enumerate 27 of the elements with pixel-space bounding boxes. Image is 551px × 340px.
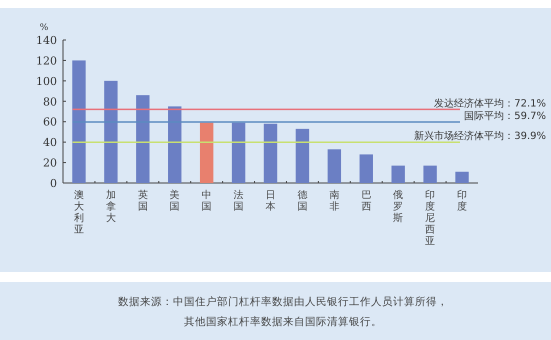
x-tick-label: 美国 (170, 189, 180, 212)
x-tick-label: 日本 (266, 190, 276, 212)
y-tick-label: 40 (43, 136, 57, 150)
x-tick-label: 加拿大 (106, 189, 116, 224)
x-tick-label: 俄罗斯 (393, 189, 404, 224)
y-tick-label: 140 (36, 34, 57, 47)
x-tick-label: 南非 (329, 189, 340, 212)
y-tick-label: 100 (36, 74, 57, 88)
x-tick-label: 印度 (457, 189, 468, 212)
y-tick-label: 60 (43, 116, 57, 129)
ref-line-label: 新兴市场经济体平均：39.9% (414, 130, 546, 142)
y-tick-label: 0 (50, 177, 57, 190)
y-axis-title: % (40, 23, 49, 33)
source-note: 数据来源：中国住户部门杠杆率数据由人民银行工作人员计算所得， (118, 295, 448, 308)
x-tick-label: 印度尼西亚 (425, 189, 436, 247)
ref-line-label: 国际平均：59.7% (464, 110, 546, 122)
ref-line-label: 发达经济体平均：72.1% (434, 97, 546, 110)
x-tick-label: 中国 (202, 189, 212, 212)
x-tick-label: 巴西 (361, 190, 372, 212)
y-tick-label: 120 (36, 54, 57, 68)
y-tick-label: 80 (43, 95, 57, 108)
x-tick-label: 澳大利亚 (74, 189, 84, 236)
y-tick-label: 20 (43, 156, 57, 170)
x-tick-label: 德国 (297, 190, 308, 212)
x-tick-label: 英国 (138, 189, 148, 212)
text: 其他国家杠杆率数据来自国际清算银行。 (184, 315, 382, 328)
x-tick-label: 法国 (234, 189, 244, 212)
